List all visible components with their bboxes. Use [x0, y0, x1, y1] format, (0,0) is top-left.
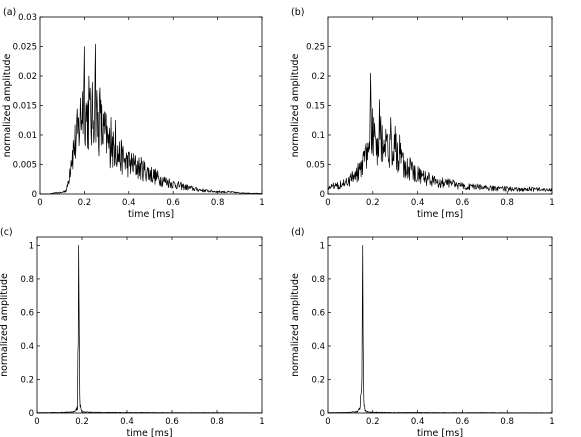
- x-tick-label: 0.2: [78, 198, 92, 208]
- x-axis-label: time [ms]: [417, 209, 463, 220]
- x-tick-label: 0.6: [166, 198, 180, 208]
- x-tick-label: 0.8: [211, 198, 225, 208]
- x-axis-label: time [ms]: [126, 428, 172, 437]
- x-tick-label: 0.2: [366, 417, 380, 427]
- panel-label: (a): [3, 7, 16, 18]
- x-tick-label: 0.4: [411, 198, 425, 208]
- x-tick-label: 0.4: [122, 198, 136, 208]
- y-tick-label: 0.15: [306, 102, 325, 112]
- x-tick-label: 0.8: [500, 198, 514, 208]
- x-tick-label: 0: [325, 198, 330, 208]
- y-tick-label: 0.1: [311, 131, 325, 141]
- y-axis-label: normalized amplitude: [0, 273, 10, 377]
- y-axis-label: normalized amplitude: [290, 273, 301, 377]
- panel-3: 0 0.2 0.4 0.6 0.8 1 0 0.2 0.4 0.6 0.8 1 time [ms] nor…: [0, 227, 265, 437]
- panel-label: (d): [291, 227, 304, 238]
- y-tick-label: 0.2: [311, 72, 325, 82]
- y-tick-label: 0.03: [18, 13, 37, 23]
- y-tick-label: 0.8: [20, 275, 34, 285]
- y-tick-label: 0: [320, 409, 325, 419]
- x-tick-label: 1: [549, 417, 554, 427]
- y-tick-label: 0.05: [306, 161, 325, 171]
- series-line: [40, 43, 263, 195]
- y-tick-label: 0: [320, 190, 325, 200]
- y-tick-label: 0.01: [18, 131, 37, 141]
- panel-1: 0 0.2 0.4 0.6 0.8 1 0 0.005 0.01 0.015 0.02 0.025 0.…: [2, 7, 265, 220]
- y-axis-label: normalized amplitude: [2, 53, 13, 157]
- y-tick-label: 0.02: [18, 72, 37, 82]
- x-tick-label: 1: [259, 198, 264, 208]
- x-tick-label: 1: [259, 417, 264, 427]
- x-tick-label: 1: [549, 198, 554, 208]
- y-tick-label: 0.25: [306, 43, 325, 53]
- x-tick-label: 0.4: [120, 417, 134, 427]
- panel-label: (b): [291, 7, 304, 18]
- x-tick-label: 0.8: [500, 417, 514, 427]
- y-tick-label: 0: [32, 190, 37, 200]
- y-tick-label: 0.4: [20, 342, 34, 352]
- y-tick-label: 0.4: [311, 342, 325, 352]
- panel-label: (c): [0, 227, 13, 238]
- y-tick-label: 0.8: [311, 275, 325, 285]
- x-tick-label: 0: [34, 417, 39, 427]
- y-tick-label: 1: [320, 241, 325, 251]
- x-tick-label: 0.6: [165, 417, 179, 427]
- plot-frame: [327, 236, 553, 414]
- x-tick-label: 0.6: [456, 417, 470, 427]
- x-axis-label: time [ms]: [417, 428, 463, 437]
- y-axis-label: normalized amplitude: [290, 53, 301, 157]
- series-line: [327, 72, 553, 192]
- y-tick-label: 0.6: [311, 308, 325, 318]
- x-tick-label: 0.2: [75, 417, 89, 427]
- plot-frame: [327, 16, 553, 195]
- x-tick-label: 0: [325, 417, 330, 427]
- x-tick-label: 0: [37, 198, 42, 208]
- y-tick-label: 1: [29, 241, 34, 251]
- x-tick-label: 0.4: [411, 417, 425, 427]
- y-tick-label: 0.015: [13, 102, 37, 112]
- panel-4: 0 0.2 0.4 0.6 0.8 1 0 0.2 0.4 0.6 0.8 1 time [ms] nor…: [290, 227, 555, 437]
- y-tick-label: 0.025: [13, 43, 37, 53]
- y-tick-label: 0.005: [13, 161, 37, 171]
- y-tick-label: 0.6: [20, 308, 34, 318]
- x-tick-label: 0.8: [210, 417, 224, 427]
- y-tick-label: 0: [29, 409, 34, 419]
- x-axis-label: time [ms]: [128, 209, 174, 220]
- series-line: [327, 245, 553, 414]
- panel-2: 0 0.2 0.4 0.6 0.8 1 0 0.05 0.1 0.15 0.2 0.25 time [m…: [290, 7, 555, 220]
- y-tick-label: 0.2: [311, 375, 325, 385]
- x-tick-label: 0.6: [456, 198, 470, 208]
- x-tick-label: 0.2: [366, 198, 380, 208]
- y-tick-label: 0.2: [20, 375, 34, 385]
- series-line: [36, 245, 263, 414]
- plot-frame: [39, 16, 263, 195]
- plot-frame: [36, 236, 263, 414]
